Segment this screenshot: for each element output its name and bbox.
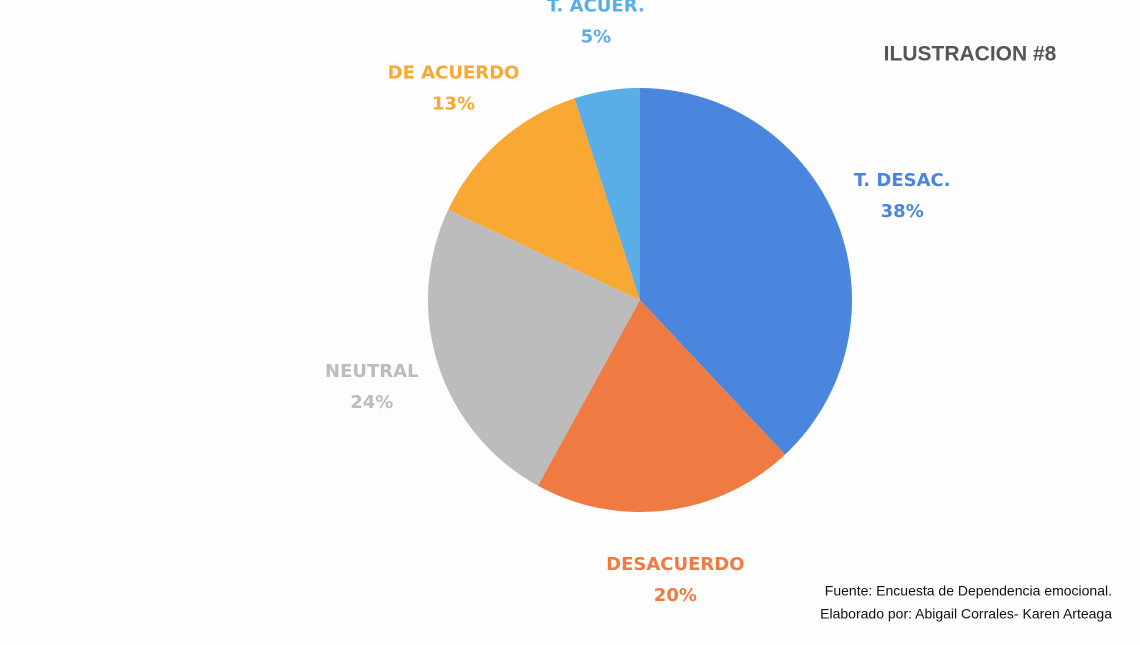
pie-slice xyxy=(428,209,640,486)
slice-label: T. DESAC. xyxy=(854,170,951,191)
slice-label: DE ACUERDO xyxy=(388,62,520,83)
slice-value-label: 24% xyxy=(350,392,393,413)
pie-slice xyxy=(574,88,640,300)
slice-label: NEUTRAL xyxy=(325,361,419,382)
slice-value-label: 38% xyxy=(881,201,924,222)
pie-slice xyxy=(537,300,786,512)
pie-slice xyxy=(640,88,852,455)
slice-label: DESACUERDO xyxy=(606,554,744,575)
pie-slice xyxy=(448,98,640,300)
chart-title: ILUSTRACION #8 xyxy=(884,43,1057,66)
slice-value-label: 5% xyxy=(581,26,612,47)
source-note: Fuente: Encuesta de Dependencia emociona… xyxy=(825,583,1112,599)
slice-value-label: 20% xyxy=(654,585,697,606)
author-note: Elaborado por: Abigail Corrales- Karen A… xyxy=(820,606,1112,622)
slice-label: T. ACUER. xyxy=(547,0,645,16)
slice-value-label: 13% xyxy=(432,93,475,114)
